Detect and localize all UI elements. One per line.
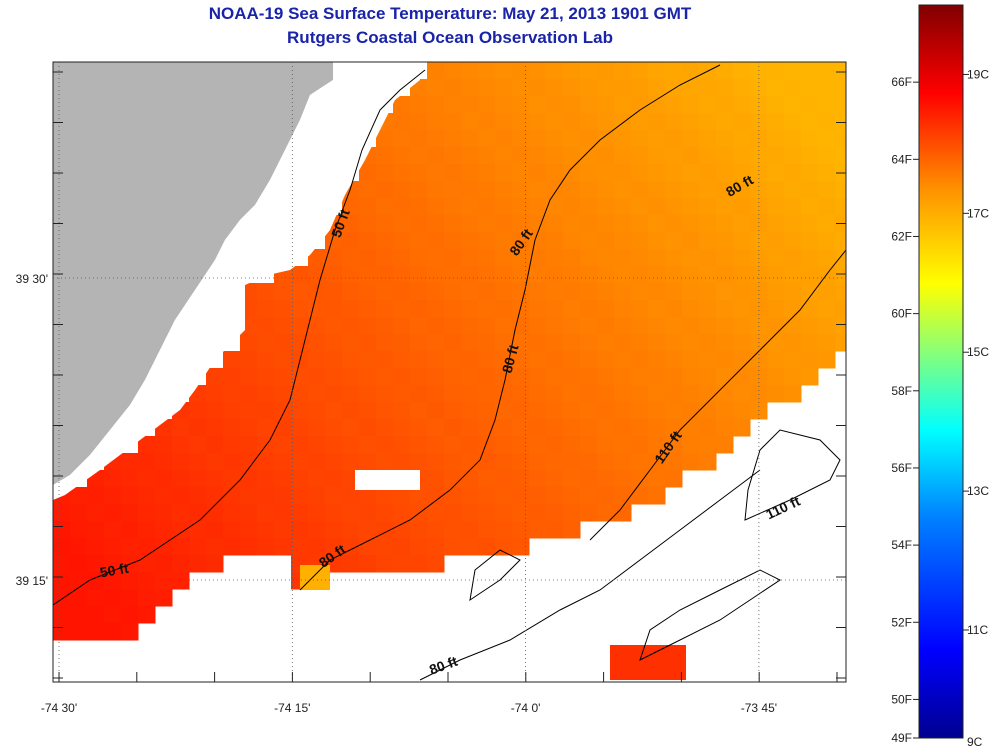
- contour-50ft: [53, 69, 426, 606]
- colorbar-c-label: 17C: [967, 206, 989, 220]
- lat-tick-label: 39 30': [16, 272, 48, 286]
- map-subtitle: Rutgers Coastal Ocean Observation Lab: [287, 28, 613, 47]
- plot-frame: [52, 61, 847, 683]
- contour-island-a: [639, 569, 781, 661]
- lon-tick-label: -73 45': [741, 701, 777, 715]
- latitude-labels: 39 30' 39 15': [16, 272, 48, 588]
- lon-tick-label: -74 0': [511, 701, 541, 715]
- colorbar-c-label: 13C: [967, 484, 989, 498]
- colorbar-c-label: 11C: [967, 623, 988, 637]
- colorbar-f-label: 52F: [891, 615, 912, 629]
- colorbar-f-label: 60F: [891, 307, 912, 321]
- colorbar: [918, 4, 964, 739]
- contour-110ft-b: [744, 429, 841, 521]
- map-title: NOAA-19 Sea Surface Temperature: May 21,…: [208, 4, 692, 23]
- contour-80ft-b: [419, 469, 761, 681]
- colorbar-f-label: 49F: [891, 731, 912, 745]
- colorbar-f-label: 66F: [891, 75, 912, 89]
- depth-label: 80 ft: [499, 342, 522, 374]
- contour-110ft: [589, 249, 846, 541]
- depth-label: 50 ft: [99, 560, 130, 581]
- colorbar-c-label: 19C: [967, 67, 989, 81]
- colorbar-c-label: 9C: [967, 735, 983, 749]
- lon-tick-label: -74 15': [274, 701, 310, 715]
- colorbar-f-label: 56F: [891, 461, 912, 475]
- lat-tick-label: 39 15': [16, 574, 48, 588]
- colorbar-f-label: 50F: [891, 692, 912, 706]
- colorbar-c-label: 15C: [967, 345, 989, 359]
- lon-tick-label: -74 30': [41, 701, 77, 715]
- contour-80ft-a: [299, 64, 721, 591]
- colorbar-f-label: 64F: [891, 152, 912, 166]
- colorbar-celsius-labels: 19C 17C 15C 13C 11C 9C: [963, 67, 989, 749]
- sst-field: [53, 62, 846, 680]
- contour-island-b: [469, 549, 521, 602]
- colorbar-f-label: 62F: [891, 229, 912, 243]
- coastal-nodata: [53, 62, 420, 500]
- graticule: [53, 62, 846, 682]
- colorbar-f-label: 54F: [891, 538, 912, 552]
- land-mask: [53, 62, 333, 485]
- colorbar-fahrenheit-labels: 66F 64F 62F 60F 58F 56F 54F 52F 50F 49F: [891, 75, 919, 745]
- colorbar-f-label: 58F: [891, 384, 912, 398]
- depth-contours: [53, 64, 846, 681]
- longitude-labels: -74 30' -74 15' -74 0' -73 45': [41, 701, 777, 715]
